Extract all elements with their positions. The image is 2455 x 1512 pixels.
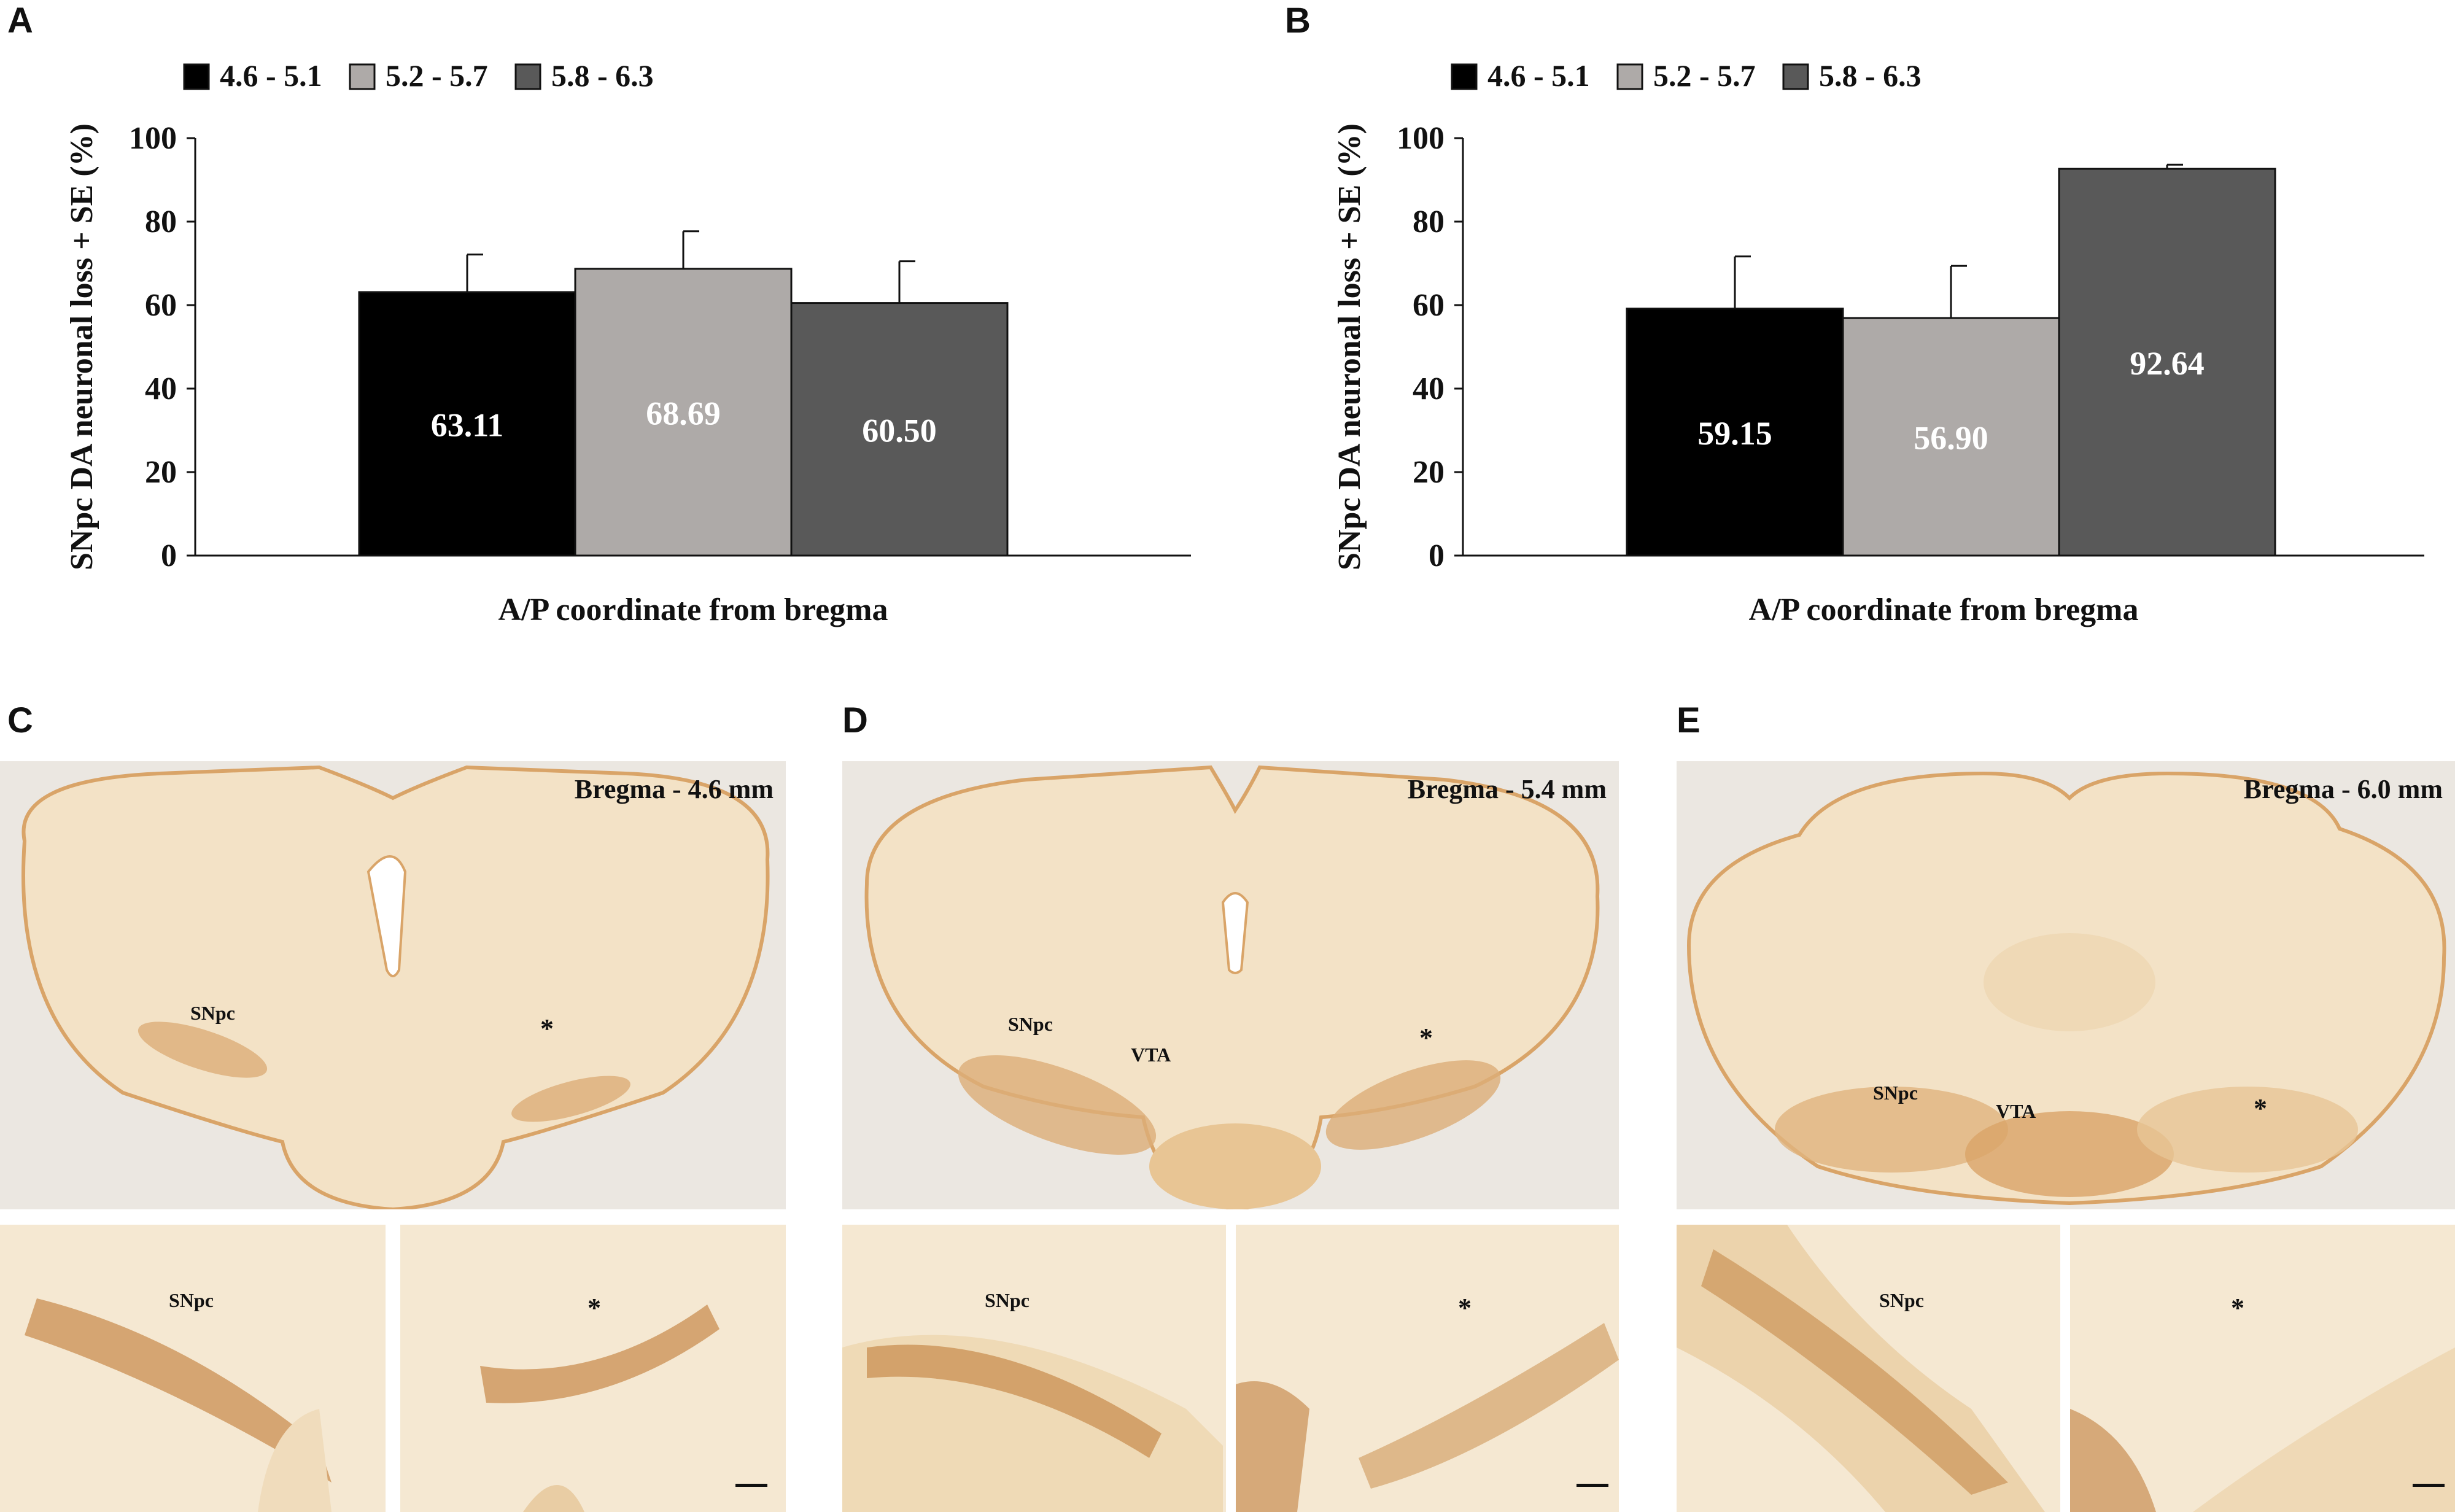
snpc-zoom-e-image [1677, 1225, 2060, 1512]
lesion-zoom-e-image [2070, 1225, 2455, 1512]
snpc-zoom-d-image [842, 1225, 1226, 1512]
vta-label-d: VTA [1131, 1044, 1171, 1066]
brain-section-c-image [0, 761, 786, 1209]
bar [1626, 308, 1844, 557]
legend-label: 5.2 - 5.7 [1653, 58, 1756, 93]
micrograph-d-overview: Bregma - 5.4 mm SNpc VTA * [842, 761, 1619, 1209]
panel-letter-c: C [7, 700, 33, 740]
snpc-zoom-c-image [0, 1225, 386, 1512]
y-tick-label: 80 [1413, 204, 1445, 239]
bregma-label-d: Bregma - 5.4 mm [1407, 774, 1607, 804]
lesion-zoom-marker-e: * [2231, 1293, 2244, 1323]
micrograph-c-zoom-left: SNpc [0, 1225, 386, 1512]
bar-value-label: 68.69 [646, 395, 721, 432]
panel-letter-a: A [7, 1, 33, 41]
micrograph-d-zoom-left: SNpc [842, 1225, 1226, 1512]
micrograph-d-zoom-right: * [1236, 1225, 1619, 1512]
y-axis-label: SNpc DA neuronal loss + SE (%) [64, 123, 99, 570]
scale-bar-c [735, 1484, 767, 1487]
legend-swatch [514, 63, 541, 90]
y-tick-label: 60 [1413, 288, 1445, 323]
scale-bar-d [1577, 1484, 1608, 1487]
micrograph-c-zoom-right: * [400, 1225, 786, 1512]
y-tick-label: 0 [161, 538, 177, 573]
bar-chart-a: 4.6 - 5.1 5.2 - 5.7 5.8 - 6.3 0 20 40 60 80 100 S… [64, 58, 1191, 627]
snpc-label-e: SNpc [1873, 1082, 1918, 1104]
panel-letter-d: D [842, 700, 868, 740]
bar-value-label: 60.50 [862, 412, 937, 449]
snpc-zoom-label-d: SNpc [985, 1289, 1030, 1311]
bar [790, 302, 1009, 557]
brain-section-e-image [1677, 761, 2455, 1209]
lesion-marker-d: * [1419, 1023, 1433, 1053]
y-tick-label: 100 [129, 121, 177, 156]
lesion-marker-e: * [2254, 1093, 2267, 1123]
lesion-zoom-marker-c: * [588, 1293, 601, 1323]
micrograph-c-overview: Bregma - 4.6 mm SNpc * [0, 761, 786, 1209]
y-tick-label: 60 [145, 288, 177, 323]
bregma-label-c: Bregma - 4.6 mm [574, 774, 774, 804]
legend-swatch [1782, 63, 1809, 90]
scale-bar-e [2413, 1484, 2445, 1487]
lesion-zoom-d-image [1236, 1225, 1619, 1512]
lesion-marker-c: * [540, 1014, 554, 1044]
bar [574, 268, 793, 557]
y-axis-label: SNpc DA neuronal loss + SE (%) [1332, 123, 1367, 570]
bar-value-label: 56.90 [1914, 420, 1988, 457]
legend-label: 5.8 - 6.3 [1819, 58, 1922, 93]
legend-swatch [1451, 63, 1478, 90]
vta-label-e: VTA [1996, 1100, 2036, 1122]
lesion-zoom-c-image [400, 1225, 786, 1512]
y-tick-label: 0 [1429, 538, 1445, 573]
bar-value-label: 92.64 [2130, 345, 2205, 382]
snpc-zoom-label-c: SNpc [169, 1289, 214, 1311]
legend-swatch [1616, 63, 1643, 90]
panel-letter-e: E [1677, 700, 1701, 740]
legend-swatch [349, 63, 376, 90]
bar [358, 291, 576, 557]
y-tick-label: 40 [1413, 371, 1445, 406]
bar-chart-b: 4.6 - 5.1 5.2 - 5.7 5.8 - 6.3 0 20 40 60 80 100 S… [1332, 58, 2424, 627]
micrograph-e-overview: Bregma - 6.0 mm SNpc VTA * [1677, 761, 2455, 1209]
y-tick-label: 20 [145, 455, 177, 490]
snpc-label-c: SNpc [190, 1002, 235, 1024]
bar-value-label: 59.15 [1697, 415, 1772, 452]
y-tick-label: 20 [1413, 455, 1445, 490]
legend-swatch [183, 63, 210, 90]
y-tick-label: 80 [145, 204, 177, 239]
bar-value-label: 63.11 [431, 406, 504, 443]
legend-label: 5.2 - 5.7 [386, 58, 488, 93]
legend-label: 4.6 - 5.1 [220, 58, 322, 93]
panel-letter-b: B [1285, 1, 1311, 41]
snpc-label-d: SNpc [1008, 1013, 1053, 1035]
micrograph-e-zoom-right: * [2070, 1225, 2455, 1512]
x-axis-label: A/P coordinate from bregma [1749, 592, 2139, 627]
brain-section-d-image [842, 761, 1619, 1209]
snpc-zoom-label-e: SNpc [1879, 1289, 1924, 1311]
legend-label: 5.8 - 6.3 [551, 58, 654, 93]
y-tick-label: 100 [1397, 121, 1445, 156]
x-axis-label: A/P coordinate from bregma [498, 592, 888, 627]
lesion-zoom-marker-d: * [1458, 1293, 1472, 1323]
legend-label: 4.6 - 5.1 [1487, 58, 1590, 93]
bregma-label-e: Bregma - 6.0 mm [2243, 774, 2443, 804]
y-tick-label: 40 [145, 371, 177, 406]
bar [2058, 168, 2276, 557]
micrograph-e-zoom-left: SNpc [1677, 1225, 2060, 1512]
